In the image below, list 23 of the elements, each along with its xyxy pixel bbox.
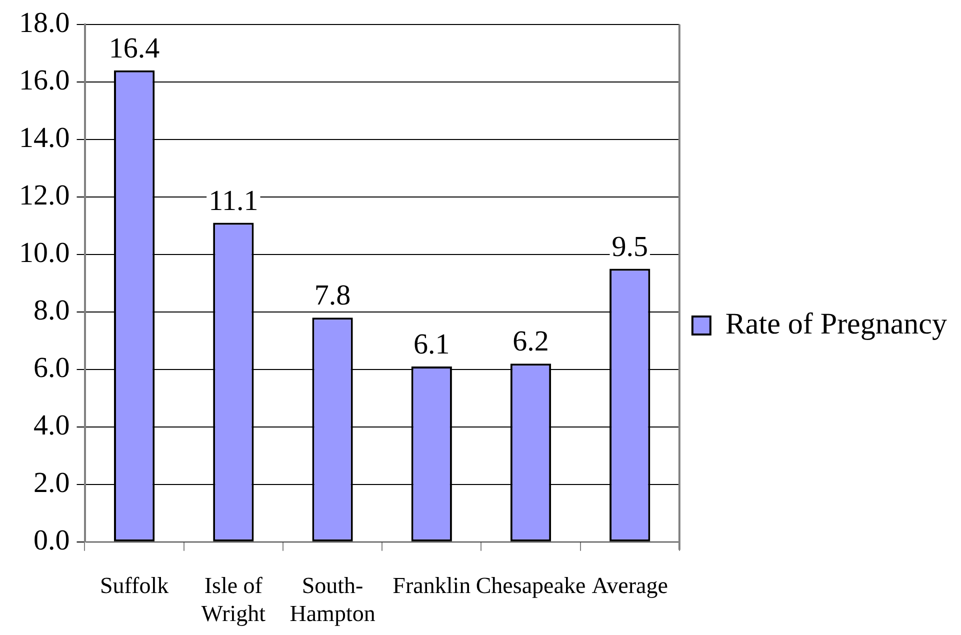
data-label: 6.1 (414, 328, 450, 361)
y-tick-label: 0.0 (34, 524, 70, 556)
data-label: 6.2 (512, 326, 549, 358)
x-tick-label: Average (592, 572, 668, 598)
y-tick-label: 8.0 (34, 294, 70, 326)
y-tick-label: 16.0 (19, 64, 70, 97)
y-tick-label: 10.0 (19, 237, 70, 269)
y-tick-label: 6.0 (34, 352, 70, 384)
data-label: 16.4 (108, 32, 160, 64)
y-tick-label: 2.0 (34, 466, 70, 499)
y-tick-label: 18.0 (19, 7, 70, 40)
x-tick-label: South-Hampton (290, 572, 376, 626)
y-tick-label: 12.0 (19, 180, 70, 212)
x-tick-label: Chesapeake (476, 572, 586, 598)
x-tick-label: Franklin (392, 572, 472, 598)
x-tick-label: Isle of Wright (201, 572, 266, 626)
y-tick-label: 14.0 (19, 122, 70, 154)
x-tick-label: Suffolk (100, 572, 170, 598)
y-tick-label: 4.0 (34, 409, 70, 442)
data-label: 7.8 (314, 280, 351, 312)
data-label: 9.5 (612, 230, 648, 263)
legend-label: Rate of Pregnancy (725, 307, 948, 340)
data-label: 11.1 (208, 184, 258, 217)
